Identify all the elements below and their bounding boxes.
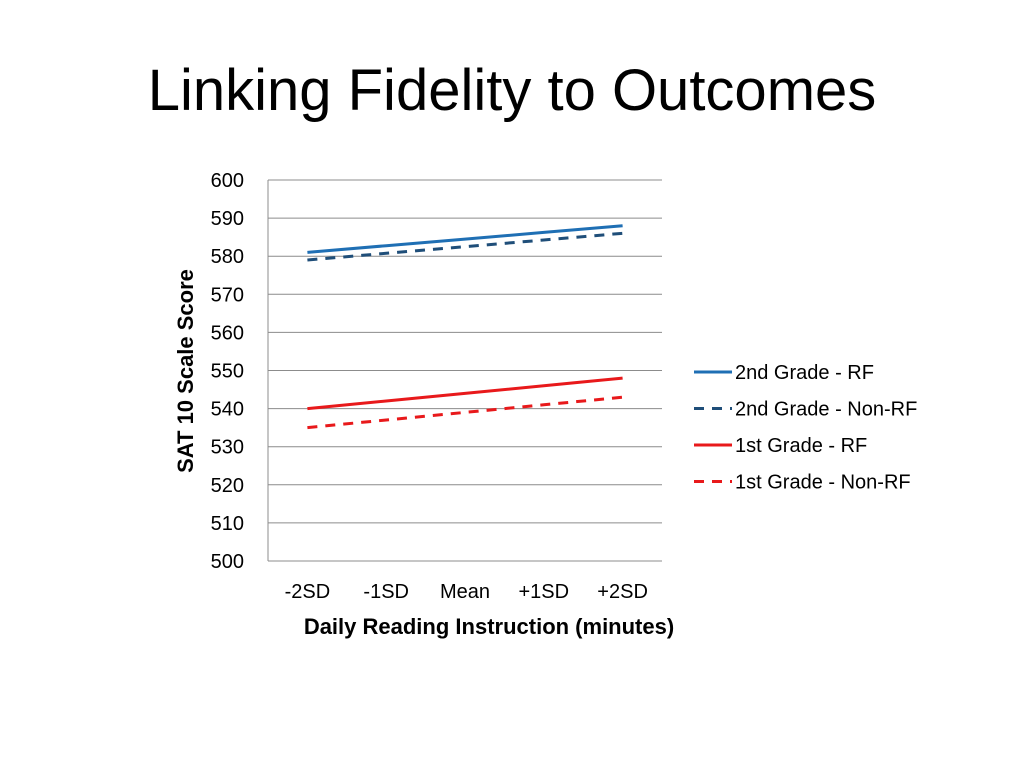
legend-label: 1st Grade - Non-RF [735, 472, 911, 494]
x-tick-label: +2SD [597, 581, 648, 603]
gridlines [267, 179, 662, 562]
x-tick-label: -1SD [363, 581, 409, 603]
series-line-1 [307, 224, 623, 254]
y-tick-label: 580 [211, 246, 244, 268]
y-tick-label: 590 [211, 208, 244, 230]
legend-label: 2nd Grade - Non-RF [735, 399, 917, 421]
y-axis-label: SAT 10 Scale Score [173, 269, 198, 473]
x-tick-label: +1SD [519, 581, 570, 603]
y-tick-label: 540 [211, 399, 244, 421]
x-tick-label: -2SD [285, 581, 331, 603]
x-tick-label: Mean [440, 581, 490, 603]
y-tick-label: 500 [211, 551, 244, 573]
y-tick-label: 560 [211, 322, 244, 344]
y-tick-label: 600 [211, 170, 244, 192]
series-line-4 [307, 395, 623, 430]
y-tick-labels: 500 510 520 530 540 550 560 570 580 590 600 [211, 170, 244, 573]
legend-label: 2nd Grade - RF [735, 362, 874, 384]
y-tick-label: 520 [211, 475, 244, 497]
legend: 2nd Grade - RF 2nd Grade - Non-RF 1st Grad… [694, 362, 917, 494]
x-tick-labels: -2SD -1SD Mean +1SD +2SD [285, 581, 648, 603]
series-lines [307, 224, 623, 430]
series-line-3 [307, 376, 623, 411]
legend-label: 1st Grade - RF [735, 435, 867, 457]
y-tick-label: 510 [211, 513, 244, 535]
y-tick-label: 550 [211, 361, 244, 383]
x-axis-label: Daily Reading Instruction (minutes) [304, 614, 674, 639]
y-tick-label: 530 [211, 437, 244, 459]
slide-title: Linking Fidelity to Outcomes [147, 58, 877, 123]
y-tick-label: 570 [211, 284, 244, 306]
